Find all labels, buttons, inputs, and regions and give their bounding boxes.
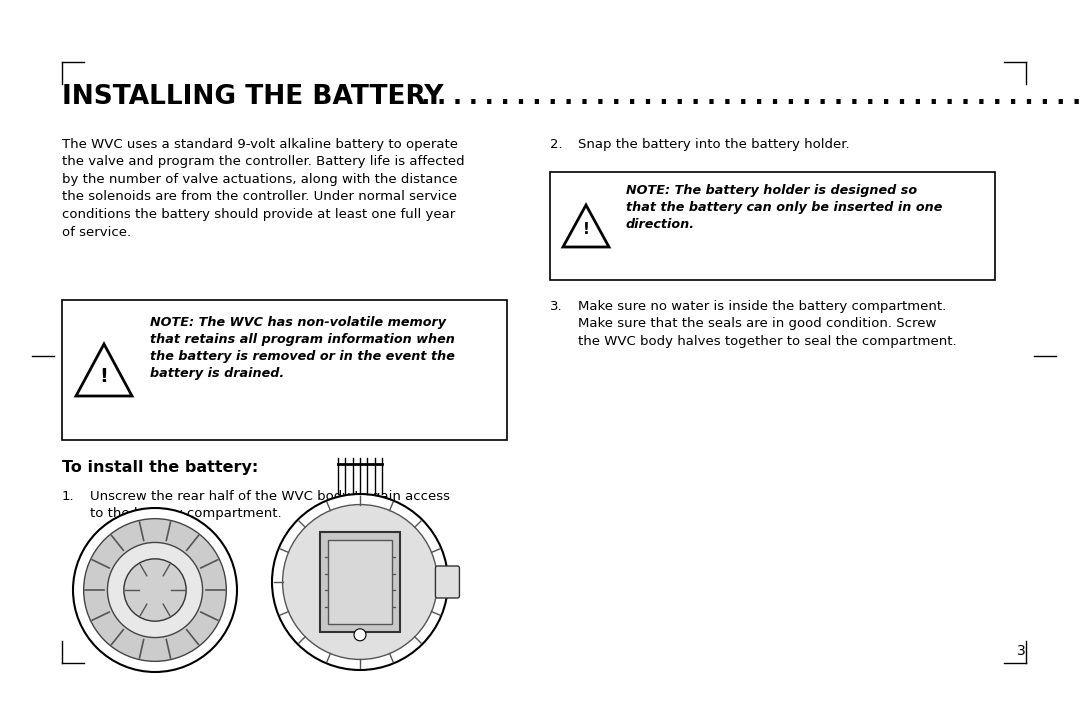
Text: 2.: 2. [551, 138, 562, 151]
FancyBboxPatch shape [327, 540, 392, 624]
Circle shape [73, 508, 237, 672]
Circle shape [84, 518, 226, 662]
Text: 3.: 3. [551, 300, 562, 313]
Circle shape [354, 629, 366, 641]
Text: Make sure no water is inside the battery compartment.
Make sure that the seals a: Make sure no water is inside the battery… [578, 300, 956, 348]
FancyBboxPatch shape [62, 300, 507, 440]
Text: NOTE: The battery holder is designed so
that the battery can only be inserted in: NOTE: The battery holder is designed so … [626, 184, 942, 231]
FancyBboxPatch shape [435, 566, 459, 598]
Circle shape [272, 494, 448, 670]
Circle shape [283, 505, 437, 660]
Circle shape [108, 543, 202, 637]
Text: To install the battery:: To install the battery: [62, 460, 258, 475]
FancyBboxPatch shape [551, 172, 996, 280]
Text: !: ! [582, 222, 590, 237]
Text: NOTE: The WVC has non-volatile memory
that retains all program information when
: NOTE: The WVC has non-volatile memory th… [150, 316, 455, 380]
Text: 3: 3 [1017, 644, 1026, 658]
Text: Snap the battery into the battery holder.: Snap the battery into the battery holder… [578, 138, 850, 151]
Text: ...........................................................................: ........................................… [401, 84, 1088, 110]
Text: 1.: 1. [62, 490, 75, 503]
Text: INSTALLING THE BATTERY: INSTALLING THE BATTERY [62, 84, 444, 110]
Text: Unscrew the rear half of the WVC body to gain access
to the battery compartment.: Unscrew the rear half of the WVC body to… [90, 490, 450, 520]
Polygon shape [562, 205, 609, 247]
Text: The WVC uses a standard 9-volt alkaline battery to operate
the valve and program: The WVC uses a standard 9-volt alkaline … [62, 138, 465, 239]
Text: !: ! [100, 366, 109, 386]
FancyBboxPatch shape [320, 532, 400, 632]
Circle shape [124, 559, 186, 621]
Polygon shape [76, 344, 132, 396]
